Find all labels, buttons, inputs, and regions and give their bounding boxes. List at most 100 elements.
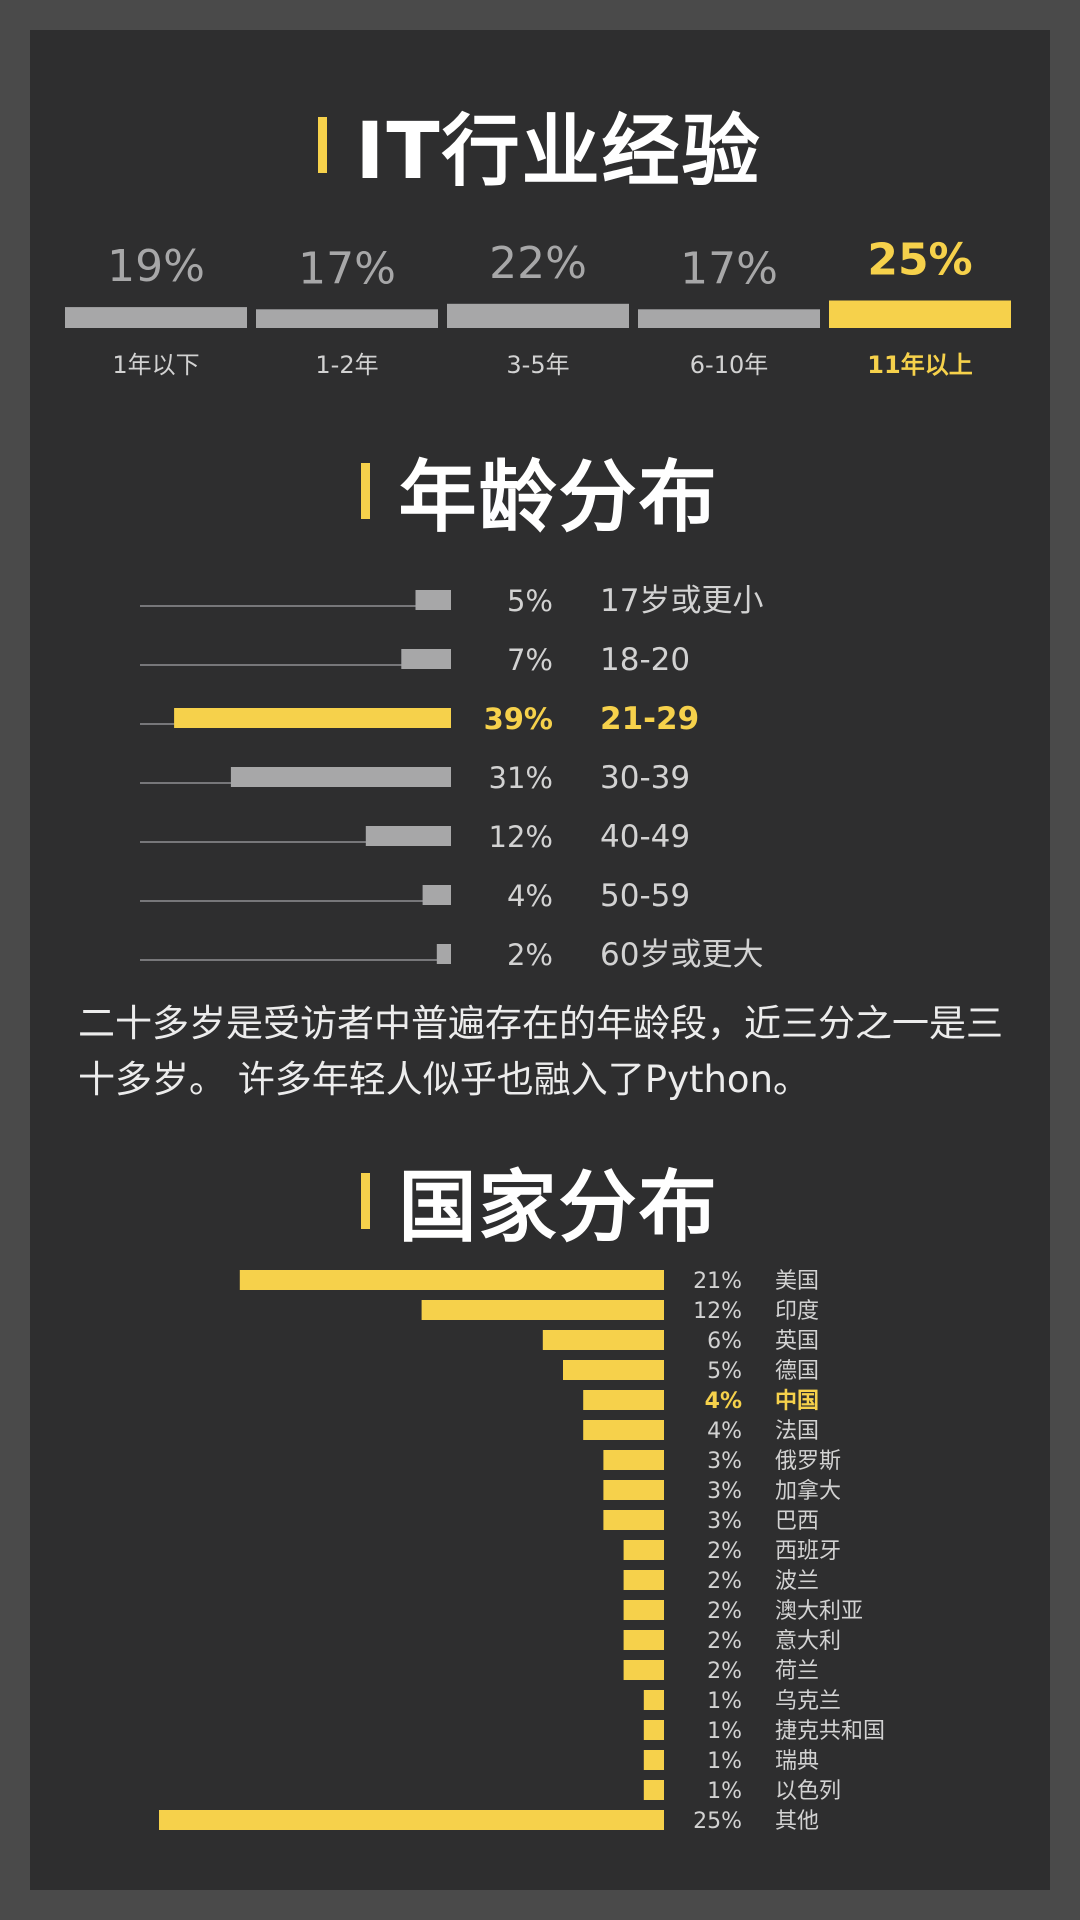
age-bar-3 — [230, 767, 451, 787]
country-bar-4 — [583, 1390, 664, 1410]
age-value-label-0: 5% — [507, 584, 553, 618]
country-category-label-11: 澳大利亚 — [775, 1599, 863, 1624]
country-value-label-7: 3% — [707, 1479, 742, 1504]
country-category-label-3: 德国 — [775, 1359, 819, 1384]
country-category-label-17: 以色列 — [775, 1779, 841, 1804]
experience-value-label-2: 22% — [489, 238, 587, 289]
country-title-text: 国家分布 — [398, 1163, 719, 1253]
country-value-label-3: 5% — [707, 1359, 742, 1384]
country-value-label-2: 6% — [707, 1329, 742, 1354]
country-value-label-8: 3% — [707, 1509, 742, 1534]
experience-value-label-0: 19% — [107, 241, 205, 292]
age-bar-6 — [436, 944, 451, 964]
country-value-label-17: 1% — [707, 1779, 742, 1804]
experience-bar-4 — [829, 300, 1011, 328]
country-category-label-18: 其他 — [775, 1809, 819, 1834]
age-bar-0 — [415, 590, 451, 610]
country-value-label-6: 3% — [707, 1449, 742, 1474]
country-bar-0 — [239, 1270, 665, 1290]
country-category-label-8: 巴西 — [775, 1509, 819, 1534]
experience-bar-3 — [638, 309, 820, 328]
experience-title-marker — [318, 117, 328, 173]
country-value-label-13: 2% — [707, 1659, 742, 1684]
age-category-label-1: 18-20 — [600, 642, 690, 678]
country-value-label-12: 2% — [707, 1629, 742, 1654]
country-bar-11 — [623, 1600, 664, 1620]
country-bar-5 — [583, 1420, 664, 1440]
country-bar-17 — [643, 1780, 664, 1800]
age-title-marker — [361, 463, 371, 519]
age-value-label-5: 4% — [507, 879, 553, 913]
country-bar-6 — [603, 1450, 664, 1470]
country-value-label-1: 12% — [693, 1299, 742, 1324]
age-category-label-5: 50-59 — [600, 878, 690, 914]
experience-category-label-3: 6-10年 — [690, 351, 768, 379]
country-bar-3 — [563, 1360, 664, 1380]
experience-value-label-1: 17% — [298, 243, 396, 294]
age-value-label-3: 31% — [489, 761, 553, 795]
country-bar-2 — [542, 1330, 664, 1350]
country-category-label-6: 俄罗斯 — [775, 1449, 841, 1474]
experience-bar-1 — [256, 309, 438, 328]
country-value-label-14: 1% — [707, 1689, 742, 1714]
age-value-label-1: 7% — [507, 643, 553, 677]
country-category-label-10: 波兰 — [775, 1569, 819, 1594]
country-bar-7 — [603, 1480, 664, 1500]
experience-bar-0 — [65, 307, 247, 328]
country-value-label-4: 4% — [705, 1389, 742, 1414]
country-bar-15 — [643, 1720, 664, 1740]
age-bar-2 — [174, 708, 451, 728]
age-value-label-4: 12% — [489, 820, 553, 854]
experience-value-label-4: 25% — [867, 235, 972, 286]
experience-value-label-3: 17% — [680, 243, 778, 294]
country-category-label-2: 英国 — [775, 1329, 819, 1354]
experience-category-label-1: 1-2年 — [315, 351, 378, 379]
age-category-label-2: 21-29 — [600, 701, 699, 737]
country-value-label-5: 4% — [707, 1419, 742, 1444]
experience-category-label-4: 11年以上 — [867, 351, 972, 379]
country-category-label-5: 法国 — [775, 1419, 819, 1444]
age-description: 二十多岁是受访者中普遍存在的年龄段，近三分之一是三十多岁。 许多年轻人似乎也融入… — [78, 1002, 1003, 1101]
country-bar-8 — [603, 1510, 664, 1530]
experience-bar-2 — [447, 303, 629, 328]
experience-category-label-2: 3-5年 — [506, 351, 569, 379]
country-bar-9 — [623, 1540, 664, 1560]
country-category-label-4: 中国 — [775, 1389, 819, 1414]
age-value-label-6: 2% — [507, 938, 553, 972]
age-value-label-2: 39% — [484, 702, 553, 736]
age-category-label-4: 40-49 — [600, 819, 690, 855]
country-bar-14 — [643, 1690, 664, 1710]
country-value-label-16: 1% — [707, 1749, 742, 1774]
country-category-label-15: 捷克共和国 — [775, 1719, 885, 1744]
country-category-label-13: 荷兰 — [775, 1659, 819, 1684]
experience-title-text: IT行业经验 — [355, 107, 762, 197]
age-category-label-6: 60岁或更大 — [600, 937, 763, 973]
age-bar-5 — [422, 885, 451, 905]
country-category-label-12: 意大利 — [775, 1629, 841, 1654]
country-bar-16 — [643, 1750, 664, 1770]
country-category-label-1: 印度 — [775, 1299, 819, 1324]
country-bar-1 — [421, 1300, 664, 1320]
experience-category-label-0: 1年以下 — [112, 351, 199, 379]
country-section-title: 国家分布 — [0, 1152, 1080, 1253]
age-bar-1 — [401, 649, 451, 669]
country-value-label-18: 25% — [693, 1809, 742, 1834]
country-value-label-15: 1% — [707, 1719, 742, 1744]
age-category-label-0: 17岁或更小 — [600, 583, 763, 619]
country-bar-10 — [623, 1570, 664, 1590]
country-category-label-9: 西班牙 — [775, 1539, 841, 1564]
country-category-label-7: 加拿大 — [775, 1478, 841, 1504]
country-bar-18 — [159, 1810, 664, 1830]
age-bar-4 — [365, 826, 451, 846]
country-value-label-9: 2% — [707, 1539, 742, 1564]
age-section-title: 年龄分布 — [0, 442, 1080, 543]
country-value-label-0: 21% — [693, 1269, 742, 1294]
country-title-marker — [361, 1173, 371, 1229]
country-category-label-16: 瑞典 — [775, 1749, 819, 1774]
country-value-label-11: 2% — [707, 1599, 742, 1624]
experience-section-title: IT行业经验 — [0, 96, 1080, 197]
country-value-label-10: 2% — [707, 1569, 742, 1594]
country-bar-12 — [623, 1630, 664, 1650]
country-bar-13 — [623, 1660, 664, 1680]
